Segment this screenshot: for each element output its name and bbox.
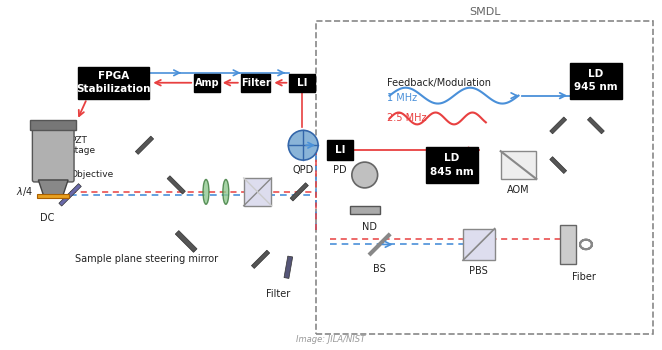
Ellipse shape [223,180,229,204]
Text: PD: PD [333,165,347,175]
Text: Filter: Filter [266,289,291,299]
Text: QPD: QPD [293,165,314,175]
Text: Filter: Filter [241,78,271,88]
Text: $\lambda$/4: $\lambda$/4 [16,186,33,198]
Bar [560,225,576,264]
Text: Fiber: Fiber [572,272,596,282]
Bar [241,74,271,92]
Text: DC: DC [40,213,54,223]
Polygon shape [38,180,68,195]
Text: AOM: AOM [507,185,530,195]
Text: LI: LI [335,145,345,155]
Bar [37,194,69,198]
Text: Feedback/Modulation: Feedback/Modulation [387,78,491,88]
Bar [244,178,271,206]
FancyBboxPatch shape [32,124,74,182]
Bar [426,147,478,183]
Text: LI: LI [297,78,307,88]
Text: Sample plane steering mirror: Sample plane steering mirror [75,254,218,264]
Text: FPGA
Stabilization: FPGA Stabilization [77,71,151,95]
Bar [289,74,315,92]
Bar [463,229,495,260]
Text: Amp: Amp [195,78,219,88]
Bar [327,140,353,160]
Text: PZT
stage: PZT stage [70,135,95,155]
Polygon shape [175,231,197,252]
Bar [30,120,76,130]
Text: ND: ND [362,222,377,232]
Bar [316,21,653,334]
Text: SMDL: SMDL [469,7,500,17]
Polygon shape [252,250,269,268]
Bar [350,206,379,214]
Polygon shape [587,117,604,134]
Bar [570,63,622,99]
Bar [500,151,536,179]
Text: Image: JILA/NIST: Image: JILA/NIST [297,335,365,344]
Text: Objective: Objective [70,170,113,180]
Polygon shape [59,184,81,206]
Text: 1 MHz: 1 MHz [387,93,416,103]
Polygon shape [167,176,185,194]
Bar [78,67,150,99]
Ellipse shape [203,180,209,204]
Text: BS: BS [373,264,386,274]
Text: PBS: PBS [469,266,488,276]
Circle shape [352,162,377,188]
Text: LD
845 nm: LD 845 nm [430,154,474,177]
Bar [194,74,220,92]
Circle shape [289,130,318,160]
Polygon shape [284,256,293,279]
Text: 2.5 MHz: 2.5 MHz [387,113,426,124]
Polygon shape [135,136,154,154]
Polygon shape [549,117,567,134]
Polygon shape [549,157,567,174]
Polygon shape [290,183,308,201]
Text: LD
945 nm: LD 945 nm [574,69,618,92]
